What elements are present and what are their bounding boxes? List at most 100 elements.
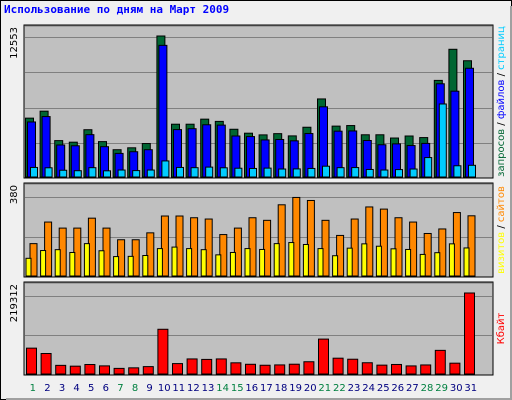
- kbytes-bar-day-14: [215, 358, 227, 375]
- pages-bar-day-2: [44, 167, 53, 178]
- visits-bar-day-25: [379, 208, 388, 277]
- kbytes-bar-day-27: [405, 365, 417, 375]
- visits-sites-legend-part-3: сайтов: [496, 186, 507, 222]
- kbytes-bar-day-11: [172, 363, 183, 375]
- day-label-24: 24: [362, 383, 375, 394]
- kbytes-bar-day-16: [245, 363, 256, 375]
- sites-bar-day-31: [463, 247, 470, 277]
- hits-files-pages-legend-part-1: запросов: [496, 129, 507, 177]
- day-label-18: 18: [275, 383, 288, 394]
- sites-bar-day-6: [98, 250, 105, 277]
- kbytes-bar-day-18: [274, 364, 286, 375]
- day-label-3: 3: [59, 383, 65, 394]
- kbytes-legend-part-1: Кбайт: [496, 312, 507, 344]
- kbytes-bar-day-29: [434, 349, 446, 375]
- visits-sites-legend: визитов / сайтов: [496, 186, 507, 274]
- kbytes-bar-day-21: [318, 338, 329, 375]
- pages-bar-day-12: [190, 167, 199, 178]
- pages-bar-day-13: [205, 166, 214, 178]
- kbytes-bar-day-26: [391, 363, 402, 375]
- frame-shadow-bottom: [6, 398, 512, 400]
- hits-files-pages-legend-part-2: /: [496, 119, 507, 129]
- kbytes-bar-day-7: [113, 367, 125, 375]
- pages-bar-day-1: [30, 166, 38, 178]
- kbytes-bar-day-3: [55, 364, 67, 375]
- pages-bar-day-22: [336, 167, 345, 178]
- pages-bar-day-4: [73, 170, 82, 178]
- day-label-2: 2: [44, 383, 50, 394]
- day-label-21: 21: [318, 383, 331, 394]
- kbytes-max-label: 219312: [9, 284, 20, 322]
- pages-bar-day-29: [438, 103, 447, 178]
- day-label-5: 5: [88, 383, 94, 394]
- visits-bar-day-9: [146, 232, 155, 277]
- sites-bar-day-13: [200, 249, 207, 277]
- kbytes-bar-day-19: [288, 363, 300, 375]
- kbytes-bar-day-10: [157, 328, 169, 375]
- pages-bar-day-28: [424, 157, 433, 178]
- visits-sites-legend-part-1: визитов: [496, 232, 507, 274]
- pages-bar-day-18: [278, 168, 287, 178]
- pages-bar-day-15: [234, 167, 243, 178]
- day-label-26: 26: [391, 383, 404, 394]
- sites-bar-day-5: [83, 243, 90, 277]
- day-label-12: 12: [187, 383, 200, 394]
- visits-bar-day-17: [263, 219, 272, 277]
- pages-bar-day-26: [395, 169, 403, 178]
- pages-bar-day-19: [292, 168, 301, 178]
- pages-bar-day-27: [409, 168, 418, 178]
- kbytes-bar-day-25: [376, 364, 388, 375]
- kbytes-bar-day-15: [230, 362, 242, 375]
- visits-bar-day-12: [190, 217, 199, 277]
- day-label-23: 23: [348, 383, 361, 394]
- day-label-27: 27: [406, 383, 419, 394]
- sites-bar-day-14: [215, 254, 222, 277]
- kbytes-bar-day-22: [332, 357, 344, 375]
- day-label-15: 15: [231, 383, 244, 394]
- visits-bar-day-31: [467, 215, 476, 277]
- day-label-31: 31: [464, 383, 477, 394]
- pages-bar-day-14: [219, 167, 228, 178]
- sites-bar-day-24: [361, 243, 368, 277]
- sites-bar-day-4: [69, 251, 76, 277]
- visits-bar-day-2: [44, 221, 53, 277]
- sites-bar-day-20: [302, 243, 309, 277]
- day-label-6: 6: [103, 383, 109, 394]
- day-label-17: 17: [260, 383, 273, 394]
- pages-bar-day-5: [88, 167, 97, 178]
- visits-bar-day-23: [350, 218, 359, 277]
- day-label-29: 29: [435, 383, 448, 394]
- pages-bar-day-7: [117, 169, 126, 178]
- kbytes-bar-day-6: [99, 365, 110, 375]
- day-label-19: 19: [289, 383, 302, 394]
- sites-bar-day-1: [25, 257, 32, 277]
- day-label-22: 22: [333, 383, 346, 394]
- day-label-9: 9: [146, 383, 152, 394]
- pages-bar-day-10: [161, 160, 170, 178]
- hits-max-label: 12553: [9, 27, 20, 59]
- day-label-10: 10: [158, 383, 171, 394]
- sites-bar-day-30: [448, 243, 455, 277]
- kbytes-bar-day-2: [40, 353, 52, 375]
- sites-bar-day-3: [54, 249, 61, 277]
- sites-bar-day-17: [259, 248, 266, 277]
- files-bar-day-10: [158, 44, 168, 178]
- pages-bar-day-17: [263, 167, 272, 178]
- sites-bar-day-23: [346, 247, 353, 277]
- sites-bar-day-10: [156, 248, 163, 277]
- hits-files-pages-legend-part-5: страниц: [496, 26, 507, 70]
- day-label-28: 28: [421, 383, 434, 394]
- sites-bar-day-22: [332, 255, 339, 277]
- hits-files-pages-legend-part-4: /: [496, 70, 507, 80]
- day-label-1: 1: [30, 383, 36, 394]
- day-label-13: 13: [202, 383, 215, 394]
- pages-bar-day-8: [132, 170, 141, 178]
- pages-bar-day-9: [146, 169, 155, 178]
- kbytes-bar-day-31: [464, 292, 475, 375]
- pages-bar-day-21: [322, 165, 330, 178]
- visits-bar-day-26: [394, 217, 403, 277]
- pages-bar-day-31: [468, 164, 476, 178]
- kbytes-bar-day-28: [420, 364, 432, 375]
- sites-bar-day-25: [375, 245, 382, 277]
